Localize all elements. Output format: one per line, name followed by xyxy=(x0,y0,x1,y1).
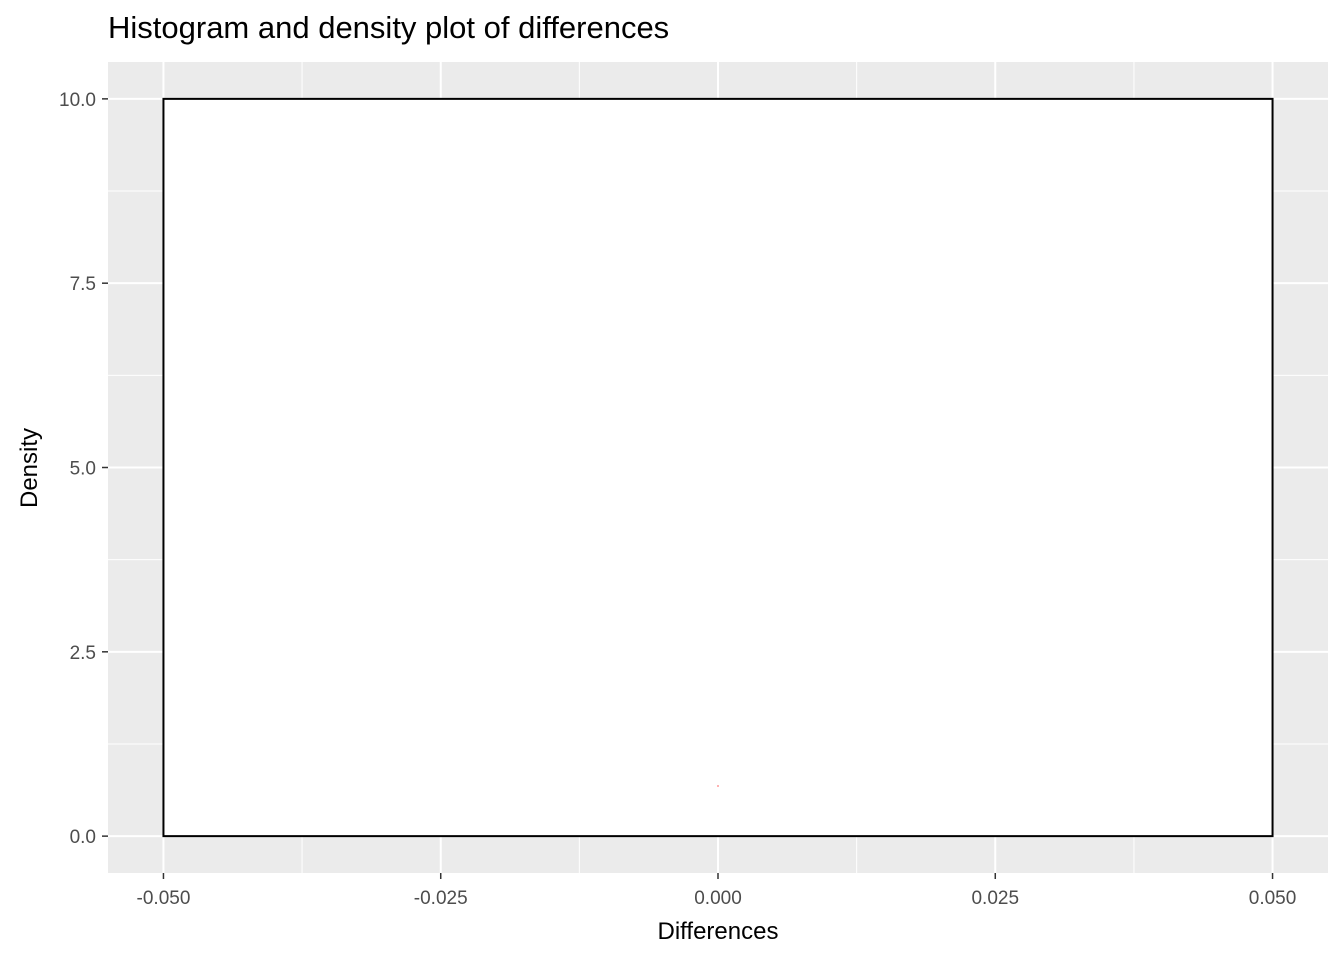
y-axis-title: Density xyxy=(16,428,43,508)
histogram-bars xyxy=(162,97,1274,838)
x-axis-title: Differences xyxy=(658,918,779,945)
y-tick-label: 7.5 xyxy=(70,274,96,295)
y-tick-label: 10.0 xyxy=(59,90,96,111)
x-tick-label: 0.050 xyxy=(1249,888,1297,909)
y-tick-label: 0.0 xyxy=(70,827,96,848)
axis-ticks xyxy=(102,98,1274,879)
histogram-bar xyxy=(162,97,1274,838)
axis-tick-labels: -0.050 -0.025 0.000 0.025 0.050 0.0 2.5 5.0 7.5 1… xyxy=(59,90,1296,909)
x-tick-label: 0.025 xyxy=(971,888,1019,909)
chart-title: Histogram and density plot of difference… xyxy=(108,10,670,45)
x-tick-label: -0.025 xyxy=(414,888,468,909)
x-tick-label: 0.000 xyxy=(694,888,742,909)
y-tick-label: 2.5 xyxy=(70,643,96,664)
x-tick-label: -0.050 xyxy=(137,888,191,909)
y-tick-label: 5.0 xyxy=(70,459,96,480)
